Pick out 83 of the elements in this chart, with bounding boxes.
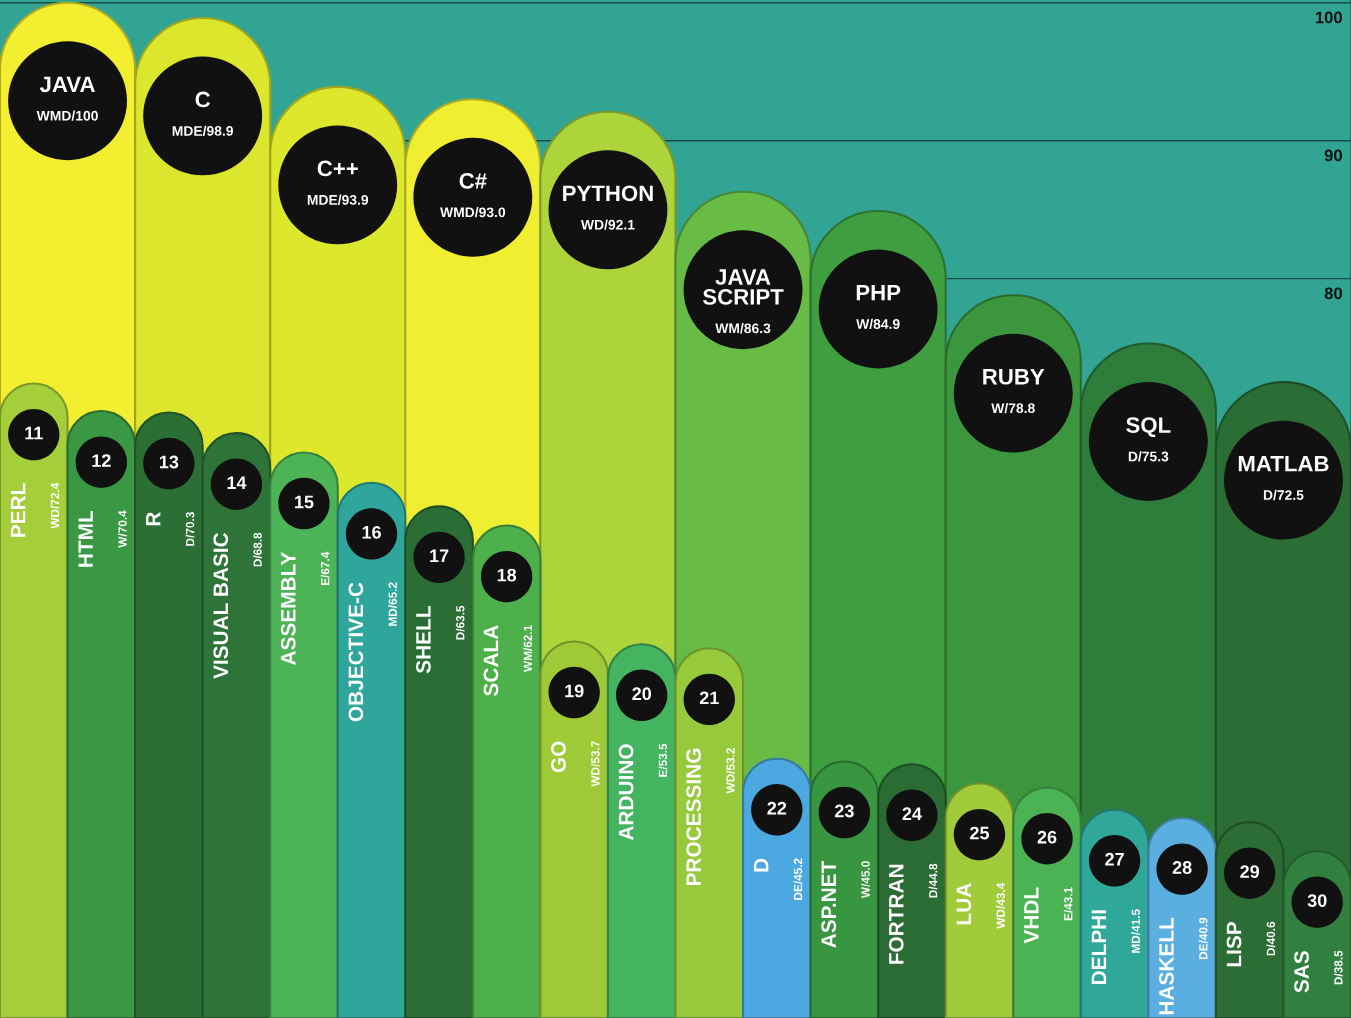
data-label: WMD/93.0 (440, 207, 506, 218)
annotation: 22 (767, 801, 787, 815)
data-label: MD/65.2 (388, 582, 398, 626)
data-label: W/84.9 (856, 318, 900, 330)
annotation: 27 (1105, 852, 1124, 866)
annotation: 18 (497, 568, 517, 582)
category-label: PHP (856, 284, 901, 301)
data-label: WD/53.7 (590, 741, 600, 787)
data-label: D/44.8 (928, 863, 938, 898)
y-tick-label: 80 (1324, 287, 1342, 300)
x-tick-label: SCALA (483, 625, 499, 696)
x-tick-label: GO (551, 741, 566, 773)
annotation: 23 (834, 804, 854, 818)
data-label: MD/41.5 (1131, 909, 1141, 953)
data-label: E/43.1 (1063, 887, 1073, 921)
data-label: MDE/93.9 (307, 194, 369, 205)
data-label: D/38.5 (1333, 950, 1343, 985)
data-label: D/68.8 (253, 532, 262, 567)
data-label: MDE/98.9 (172, 125, 234, 136)
annotation: 25 (970, 826, 990, 840)
data-label: WD/53.2 (725, 748, 735, 794)
data-label: D/63.5 (455, 605, 465, 640)
x-tick-label: LUA (956, 883, 972, 925)
category-label: C (195, 91, 211, 108)
x-tick-label: SHELL (416, 606, 431, 674)
annotation: 16 (362, 525, 381, 539)
x-tick-label: HTML (78, 510, 93, 567)
annotation: 20 (632, 687, 652, 701)
category-label: SQL (1126, 417, 1171, 438)
x-tick-label: PERL (10, 483, 26, 537)
x-tick-label: SAS (1294, 951, 1309, 993)
x-tick-label: FORTRAN (888, 864, 904, 964)
data-label: W/78.8 (991, 402, 1035, 414)
annotation: 30 (1307, 894, 1327, 908)
annotation: 26 (1037, 830, 1057, 844)
x-tick-label: VHDL (1024, 887, 1039, 944)
x-tick-label: ARDUINO (618, 744, 634, 841)
annotation: 12 (92, 454, 111, 467)
x-tick-label: R (146, 512, 161, 526)
annotation: 28 (1172, 861, 1192, 874)
y-tick-label: 90 (1324, 149, 1342, 162)
annotation: 29 (1240, 865, 1260, 879)
annotation: 24 (902, 807, 922, 820)
category-label: PYTHON (563, 185, 653, 202)
data-label: D/40.6 (1266, 921, 1276, 956)
annotation: 13 (159, 455, 179, 469)
x-tick-label: VISUAL BASIC (213, 532, 229, 679)
data-label: WD/72.4 (50, 482, 60, 529)
annotation: 19 (565, 684, 584, 698)
data-label: WM/62.1 (523, 625, 533, 672)
x-tick-label: HASKELL (1159, 917, 1174, 1015)
data-label: WD/92.1 (580, 219, 635, 230)
x-tick-label: ASP.NET (821, 860, 837, 948)
y-tick-label: 100 (1315, 11, 1342, 24)
category-label: C# (459, 173, 487, 189)
data-label: DE/40.9 (1198, 917, 1208, 960)
category-label: RUBY (983, 369, 1045, 385)
data-label: WD/43.4 (996, 882, 1005, 929)
data-label: DE/45.2 (793, 858, 803, 900)
x-tick-label: LISP (1226, 922, 1242, 967)
x-tick-label: OBJECTIVE-C (348, 582, 364, 722)
x-tick-label: D (753, 858, 769, 872)
x-tick-label: PROCESSING (686, 748, 701, 886)
category-label: JAVA (39, 76, 95, 93)
data-label: W/70.4 (118, 510, 127, 548)
x-tick-label: ASSEMBLY (280, 552, 296, 666)
x-tick-label: DELPHI (1091, 910, 1107, 984)
data-label: WM/86.3 (715, 323, 771, 334)
annotation: 15 (295, 495, 314, 509)
data-label: WMD/100 (36, 110, 98, 121)
data-label: D/75.3 (1128, 451, 1169, 462)
annotation: 14 (227, 476, 247, 489)
annotation: 11 (25, 426, 43, 440)
data-label: W/45.0 (861, 861, 870, 899)
data-label: E/53.5 (658, 743, 668, 777)
annotation: 21 (699, 691, 719, 705)
annotation: 17 (430, 549, 449, 562)
category-label: C++ (317, 160, 358, 177)
category-label: MATLAB (1238, 456, 1329, 472)
category-label: JAVA SCRIPT (702, 269, 784, 305)
data-label: D/72.5 (1263, 489, 1304, 501)
data-label: E/67.4 (320, 551, 330, 586)
data-label: D/70.3 (185, 512, 195, 546)
